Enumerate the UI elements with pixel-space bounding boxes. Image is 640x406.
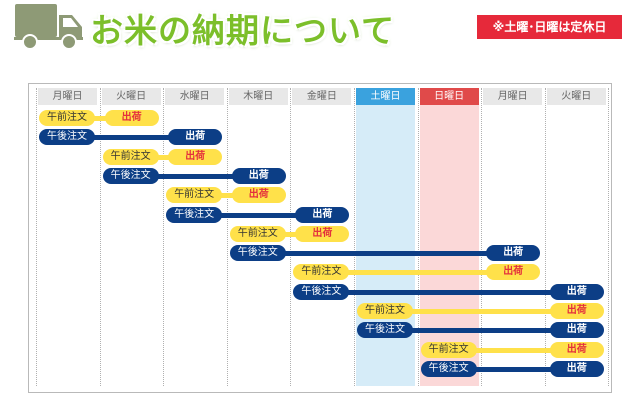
lead-time-bar <box>91 116 109 121</box>
shipping-label: 出荷 <box>486 245 541 262</box>
lead-time-bar <box>345 289 554 295</box>
day-header: 月曜日 <box>38 88 97 105</box>
afternoon-order-label: 午後注文 <box>357 322 413 339</box>
day-header: 日曜日 <box>419 88 479 105</box>
morning-order-label: 午前注文 <box>102 148 159 165</box>
morning-order-label: 午前注文 <box>39 110 95 126</box>
lead-time-bar <box>281 231 300 237</box>
lead-time-bar <box>91 135 173 141</box>
column-divider <box>544 88 546 386</box>
shipping-label: 出荷 <box>549 341 604 358</box>
column-divider <box>417 88 419 386</box>
morning-order-label: 午前注文 <box>420 341 477 358</box>
delivery-schedule-table: 月曜日 火曜日 水曜日 木曜日 金曜日 土曜日 日曜日 月曜日 火曜日 午前注文 出荷 午後注文 出荷午… <box>28 83 612 393</box>
day-header: 金曜日 <box>292 88 352 105</box>
shipping-label: 出荷 <box>231 187 286 204</box>
lead-time-bar <box>409 328 554 334</box>
column-divider <box>226 88 228 386</box>
sunday-column-background <box>419 88 479 386</box>
shipping-label: 出荷 <box>549 283 604 300</box>
page-header: お米の納期について ※土曜･日曜は定休日 <box>0 0 640 62</box>
lead-time-bar <box>472 366 554 372</box>
column-divider <box>354 88 355 386</box>
day-header: 土曜日 <box>356 88 415 105</box>
column-divider <box>608 88 610 386</box>
shipping-label: 出荷 <box>231 167 286 184</box>
day-header: 月曜日 <box>483 88 543 105</box>
day-header: 火曜日 <box>546 88 606 105</box>
day-header: 木曜日 <box>228 88 288 105</box>
lead-time-bar <box>409 309 554 314</box>
morning-order-label: 午前注文 <box>166 187 223 204</box>
page-title: お米の納期について <box>90 11 396 50</box>
column-divider <box>481 88 483 386</box>
shipping-label: 出荷 <box>168 129 223 146</box>
saturday-column-background <box>356 88 415 386</box>
morning-order-label: 午前注文 <box>229 225 286 242</box>
lead-time-bar <box>218 193 236 199</box>
day-header: 火曜日 <box>101 88 161 105</box>
closed-days-notice: ※土曜･日曜は定休日 <box>477 15 622 39</box>
shipping-label: 出荷 <box>549 322 604 339</box>
day-header: 水曜日 <box>165 88 225 105</box>
lead-time-bar <box>154 173 236 179</box>
lead-time-bar <box>218 212 300 218</box>
shipping-label: 出荷 <box>295 206 350 223</box>
shipping-label: 出荷 <box>168 148 223 165</box>
shipping-label: 出荷 <box>295 225 350 242</box>
afternoon-order-label: 午後注文 <box>102 167 159 184</box>
morning-order-label: 午前注文 <box>357 303 413 319</box>
column-divider <box>163 88 165 386</box>
shipping-label: 出荷 <box>104 110 159 126</box>
afternoon-order-label: 午後注文 <box>420 360 477 377</box>
lead-time-bar <box>281 251 491 257</box>
lead-time-bar <box>345 270 491 276</box>
truck-icon <box>14 4 83 50</box>
afternoon-order-label: 午後注文 <box>166 206 223 223</box>
column-divider <box>36 88 37 386</box>
shipping-label: 出荷 <box>549 303 604 319</box>
afternoon-order-label: 午後注文 <box>293 283 350 300</box>
morning-order-label: 午前注文 <box>293 264 350 281</box>
column-divider <box>99 88 101 386</box>
lead-time-bar <box>472 347 554 353</box>
lead-time-bar <box>154 154 173 160</box>
shipping-label: 出荷 <box>549 360 604 377</box>
shipping-label: 出荷 <box>486 264 541 281</box>
afternoon-order-label: 午後注文 <box>229 245 286 262</box>
column-divider <box>290 88 292 386</box>
afternoon-order-label: 午後注文 <box>39 129 95 146</box>
